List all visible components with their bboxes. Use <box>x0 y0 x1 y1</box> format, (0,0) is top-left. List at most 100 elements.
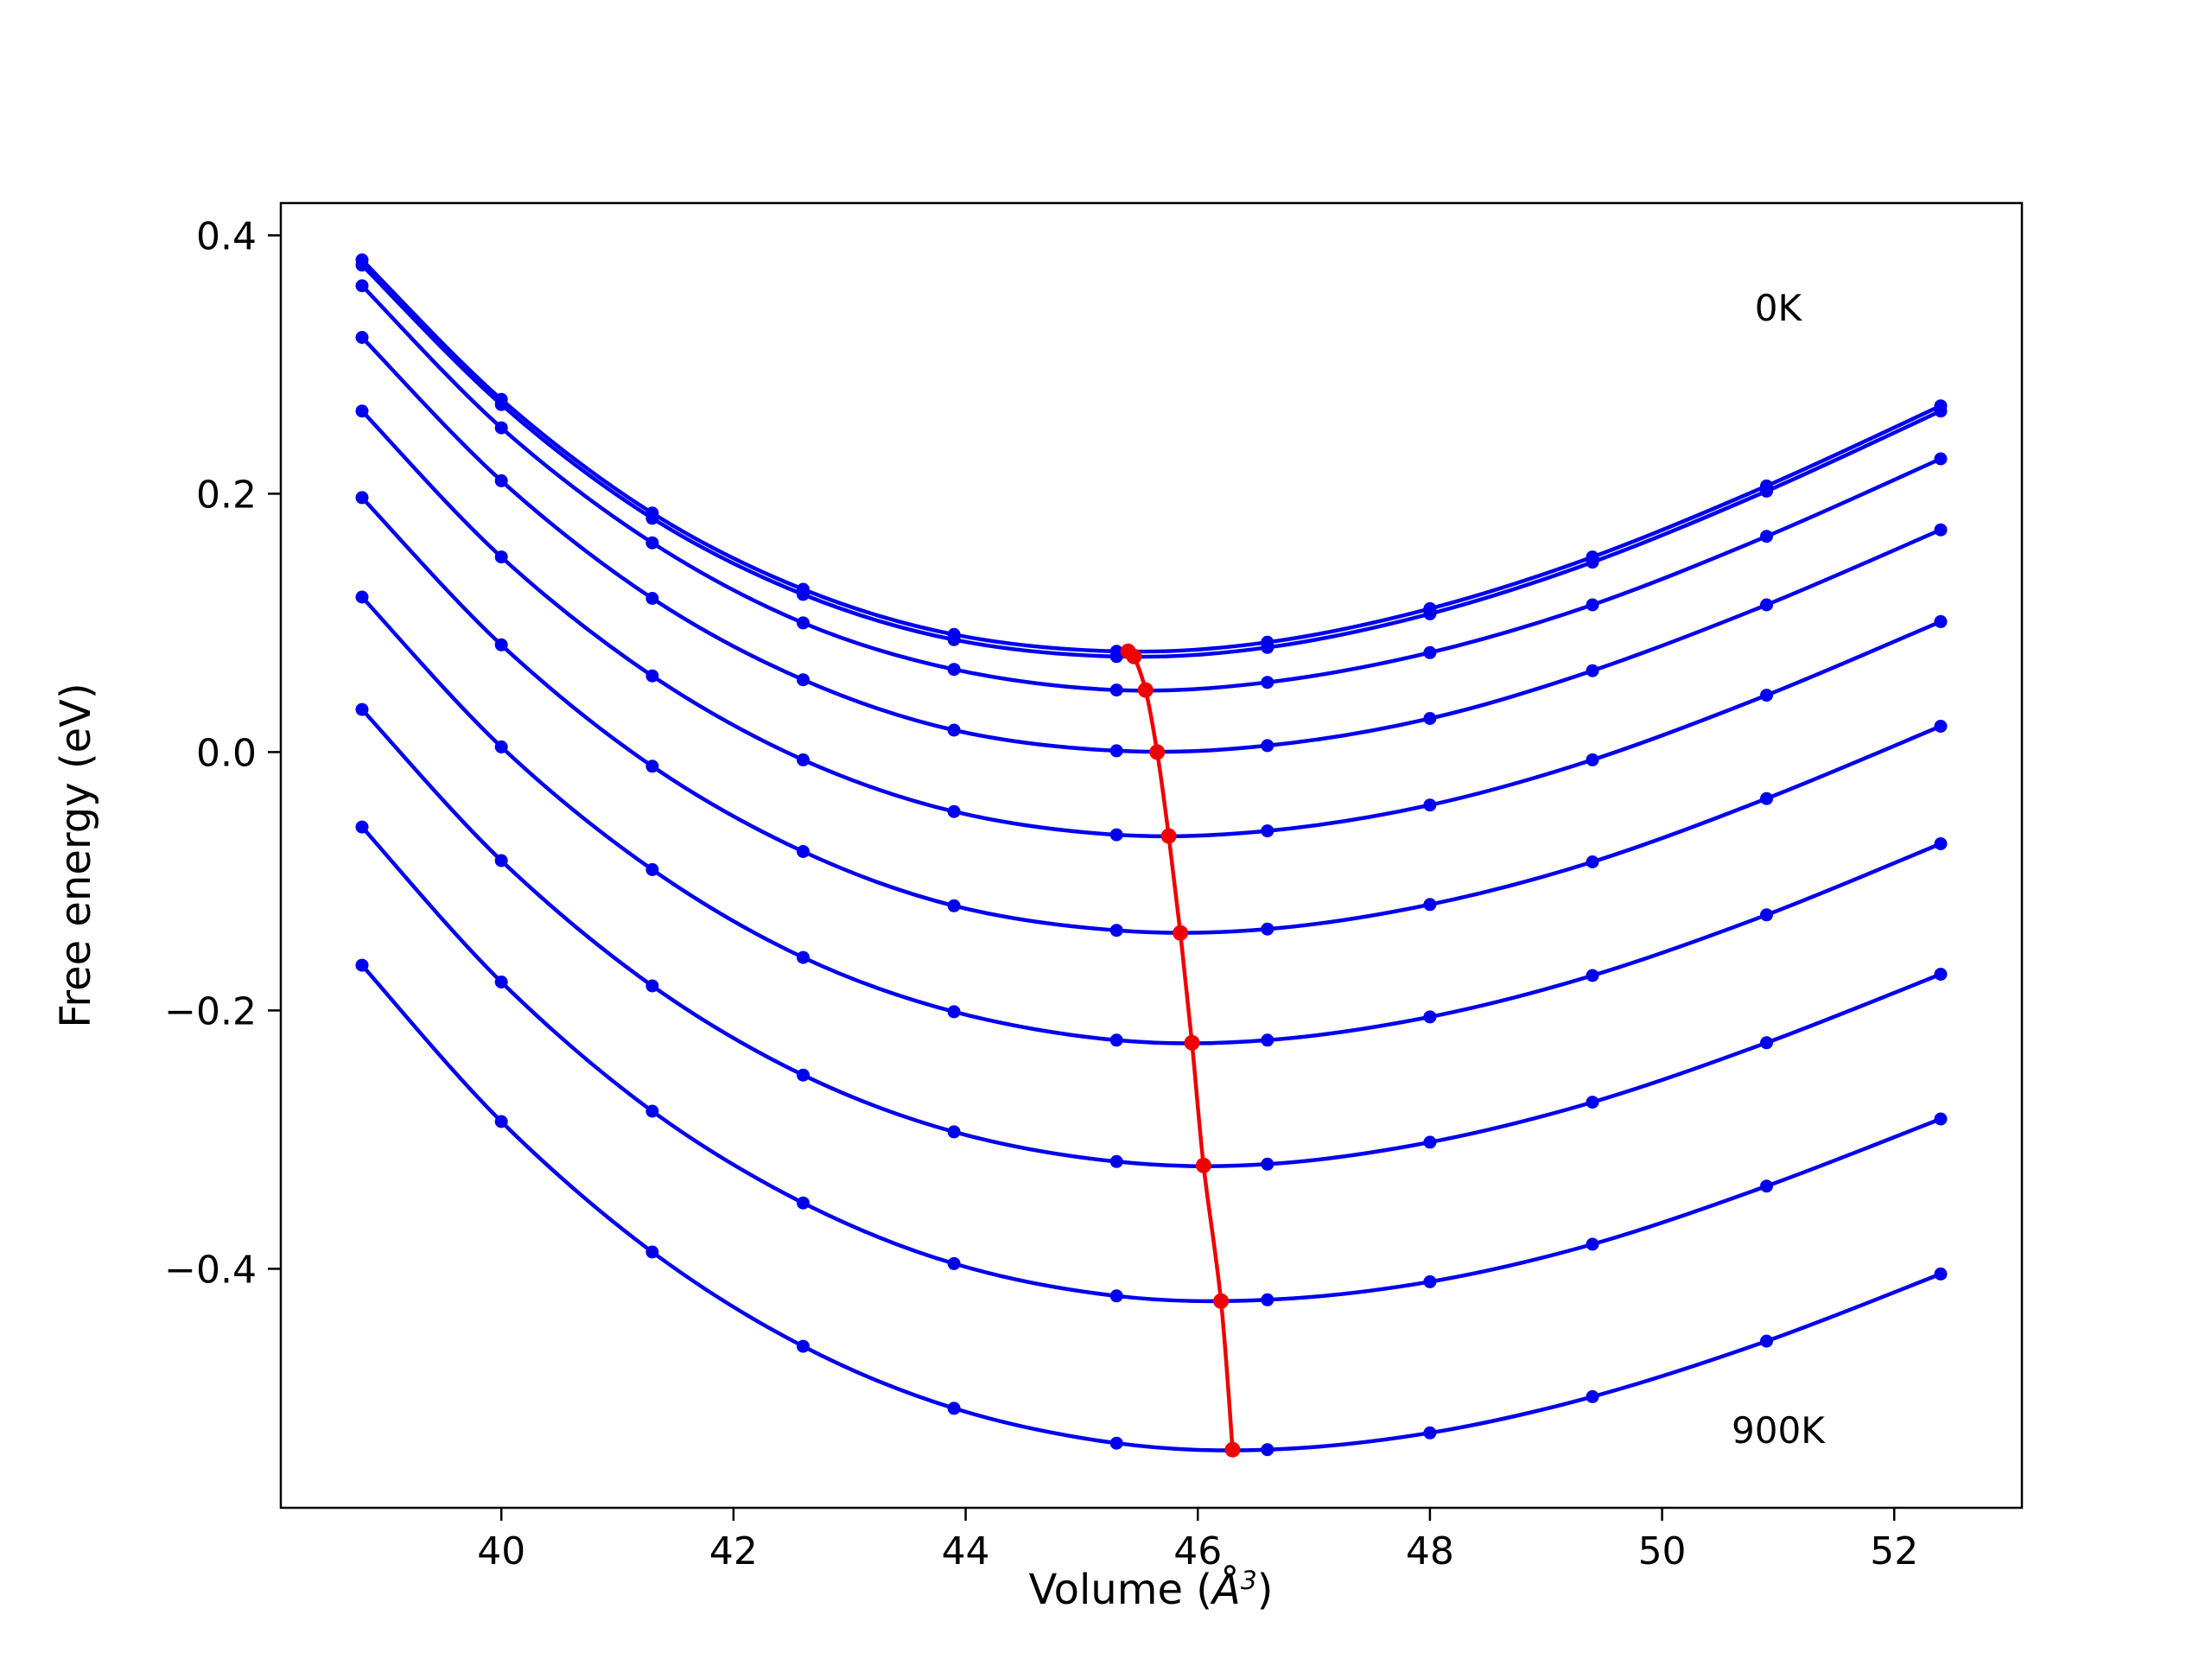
data-point-marker <box>1934 523 1948 537</box>
x-tick-label: 42 <box>709 1529 758 1573</box>
y-axis-label: Free energy (eV) <box>52 683 100 1028</box>
data-point-marker <box>797 950 810 964</box>
data-point-marker <box>645 536 659 550</box>
y-tick-label: −0.4 <box>164 1248 257 1292</box>
data-point-marker <box>1261 1033 1274 1047</box>
data-point-marker <box>1423 1426 1437 1440</box>
data-point-marker <box>1109 1033 1123 1047</box>
data-point-marker <box>1261 676 1274 690</box>
data-point-marker <box>1586 664 1599 677</box>
data-point-marker <box>494 421 508 435</box>
data-point-marker <box>1934 968 1948 981</box>
data-point-marker <box>1934 720 1948 733</box>
data-point-marker <box>1261 739 1274 753</box>
y-tick-label: 0.4 <box>196 214 257 258</box>
data-point-marker <box>494 638 508 652</box>
data-point-marker <box>1586 855 1599 868</box>
data-point-marker <box>645 512 659 525</box>
data-point-marker <box>355 958 369 972</box>
data-point-marker <box>1423 1010 1437 1024</box>
data-point-marker <box>494 976 508 988</box>
data-point-marker <box>1934 404 1948 418</box>
data-point-marker <box>494 854 508 868</box>
data-point-marker <box>645 862 659 876</box>
data-point-marker <box>1109 744 1123 758</box>
data-point-marker <box>1261 1157 1274 1171</box>
data-point-marker <box>797 753 810 766</box>
data-point-marker <box>1586 1237 1599 1251</box>
data-point-marker <box>947 1005 961 1019</box>
data-point-marker <box>1261 640 1274 654</box>
data-point-marker <box>645 1245 659 1259</box>
data-point-marker <box>1261 1443 1274 1457</box>
x-axis-label-exponent: 3 <box>1240 1566 1257 1596</box>
free-energy-curve-600K <box>359 594 1943 1046</box>
data-point-marker <box>1934 1112 1948 1126</box>
annotation-0K: 0K <box>1755 287 1803 329</box>
data-point-marker <box>1261 824 1274 838</box>
data-point-marker <box>1261 922 1274 936</box>
data-point-marker <box>1586 1389 1599 1403</box>
data-point-marker <box>645 1104 659 1118</box>
data-point-marker <box>355 820 369 834</box>
data-point-marker <box>947 632 961 646</box>
data-point-marker <box>1760 1179 1773 1193</box>
data-point-marker <box>1586 753 1599 766</box>
x-tick-label: 46 <box>1173 1529 1222 1573</box>
data-point-marker <box>1109 828 1123 842</box>
data-point-marker <box>797 1068 810 1082</box>
y-tick-label: 0.2 <box>196 473 257 517</box>
equilibrium-point-marker <box>1149 744 1166 760</box>
x-axis-label-suffix: ) <box>1256 1566 1274 1614</box>
data-point-marker <box>947 899 961 912</box>
y-tick-label: −0.2 <box>164 989 257 1033</box>
angstrom-symbol: Å <box>1212 1566 1241 1614</box>
x-axis-label-prefix: Volume ( <box>1028 1566 1212 1614</box>
data-point-marker <box>1109 683 1123 697</box>
data-point-marker <box>1760 908 1773 922</box>
data-point-marker <box>494 550 508 564</box>
equilibrium-volume-path <box>1126 649 1235 1452</box>
data-point-marker <box>947 1256 961 1270</box>
annotation-900K: 900K <box>1732 1409 1826 1452</box>
data-point-marker <box>494 397 508 411</box>
data-point-marker <box>645 669 659 683</box>
data-point-marker <box>355 590 369 604</box>
data-point-marker <box>1586 598 1599 612</box>
data-point-marker <box>355 279 369 293</box>
data-point-marker <box>947 804 961 818</box>
data-point-marker <box>355 702 369 716</box>
x-axis-label: Volume (Å3) <box>1028 1566 1273 1614</box>
data-point-marker <box>797 1196 810 1210</box>
data-point-marker <box>1423 1274 1437 1288</box>
data-point-marker <box>355 404 369 418</box>
data-point-marker <box>1109 924 1123 938</box>
data-point-marker <box>645 760 659 773</box>
data-point-marker <box>355 491 369 505</box>
x-tick-label: 40 <box>477 1529 525 1573</box>
data-point-marker <box>494 1115 508 1128</box>
free-energy-curve-100K <box>359 263 1943 659</box>
data-point-marker <box>645 979 659 993</box>
data-point-marker <box>1934 1267 1948 1281</box>
data-point-marker <box>1109 650 1123 664</box>
data-point-marker <box>797 616 810 630</box>
data-point-marker <box>1934 452 1948 466</box>
equilibrium-point-marker <box>1224 1441 1241 1458</box>
data-point-marker <box>947 723 961 737</box>
data-point-marker <box>1760 598 1773 612</box>
equilibrium-point-marker <box>1213 1293 1230 1309</box>
data-point-marker <box>947 1125 961 1139</box>
data-point-marker <box>1423 798 1437 812</box>
data-point-marker <box>1423 607 1437 620</box>
axes-frame <box>279 201 2024 1510</box>
data-point-marker <box>1109 1154 1123 1168</box>
data-point-marker <box>1760 689 1773 702</box>
y-tick-label: 0.0 <box>196 731 257 775</box>
data-point-marker <box>947 1402 961 1415</box>
data-point-marker <box>1586 556 1599 569</box>
equilibrium-point-marker <box>1184 1034 1200 1051</box>
data-point-marker <box>645 592 659 605</box>
